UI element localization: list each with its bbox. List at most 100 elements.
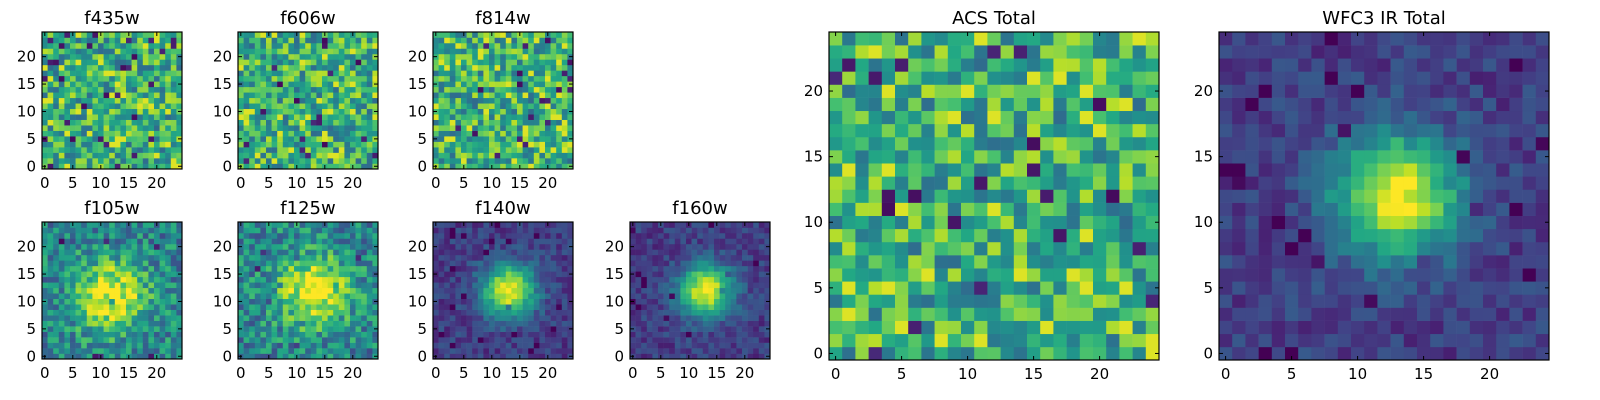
heatmap-cell bbox=[316, 97, 323, 104]
heatmap-cell bbox=[126, 103, 132, 110]
heatmap-cell bbox=[355, 287, 362, 294]
heatmap-cell bbox=[366, 265, 373, 272]
heatmap-cell bbox=[974, 189, 988, 203]
heatmap-cell bbox=[98, 282, 104, 289]
heatmap-cell bbox=[277, 227, 284, 234]
heatmap-cell bbox=[444, 103, 451, 110]
heatmap-cell bbox=[114, 304, 121, 310]
heatmap-cell bbox=[494, 42, 501, 49]
heatmap-cell bbox=[98, 141, 104, 148]
heatmap-cell bbox=[635, 265, 642, 272]
heatmap-cell bbox=[137, 42, 144, 49]
heatmap-cell bbox=[455, 260, 462, 267]
heatmap-cell bbox=[254, 147, 261, 153]
heatmap-cell bbox=[1066, 228, 1081, 243]
heatmap-cell bbox=[260, 70, 267, 77]
heatmap-cell bbox=[243, 271, 250, 278]
heatmap-cell bbox=[730, 260, 737, 267]
heatmap-cell bbox=[630, 293, 636, 300]
heatmap-cell bbox=[630, 315, 636, 321]
heatmap-cell bbox=[934, 268, 949, 282]
heatmap-cell bbox=[489, 152, 495, 159]
heatmap-cell bbox=[449, 227, 456, 234]
heatmap-cell bbox=[310, 108, 317, 115]
heatmap-cell bbox=[165, 158, 172, 164]
heatmap-cell bbox=[974, 150, 988, 164]
heatmap-cell bbox=[444, 227, 451, 234]
heatmap-cell bbox=[310, 348, 317, 354]
heatmap-cell bbox=[260, 114, 267, 120]
heatmap-cell bbox=[142, 163, 149, 170]
heatmap-cell bbox=[1079, 294, 1094, 308]
heatmap-cell bbox=[533, 342, 540, 349]
heatmap-cell bbox=[47, 282, 54, 289]
heatmap-cell bbox=[372, 249, 379, 256]
heatmap-cell bbox=[517, 315, 523, 321]
heatmap-cell bbox=[294, 114, 300, 120]
heatmap-cell bbox=[316, 315, 323, 321]
heatmap-cell bbox=[288, 243, 295, 250]
heatmap-cell bbox=[758, 227, 765, 234]
heatmap-cell bbox=[855, 346, 869, 361]
heatmap-cell bbox=[126, 37, 132, 44]
heatmap-cell bbox=[1106, 163, 1120, 177]
heatmap-cell bbox=[277, 32, 284, 38]
heatmap-cell bbox=[1066, 281, 1081, 295]
heatmap-cell bbox=[254, 141, 261, 148]
heatmap-cell bbox=[282, 260, 289, 267]
heatmap-cell bbox=[567, 227, 574, 234]
heatmap-cell bbox=[120, 125, 127, 131]
heatmap-cell bbox=[148, 125, 155, 131]
heatmap-cell bbox=[98, 86, 104, 93]
heatmap-cell bbox=[908, 202, 922, 216]
heatmap-cell bbox=[517, 326, 523, 332]
heatmap-cell bbox=[327, 320, 334, 327]
heatmap-cell bbox=[444, 238, 451, 245]
heatmap-cell bbox=[881, 333, 896, 348]
heatmap-cell bbox=[842, 268, 856, 282]
heatmap-cell bbox=[449, 64, 456, 71]
heatmap-cell bbox=[137, 353, 144, 360]
heatmap-cell bbox=[455, 293, 462, 300]
heatmap-cell bbox=[277, 271, 284, 278]
heatmap-cell bbox=[47, 108, 54, 115]
heatmap-cell bbox=[159, 353, 166, 360]
heatmap-cell bbox=[522, 32, 529, 38]
heatmap-cell bbox=[511, 158, 518, 164]
heatmap-cell bbox=[691, 326, 698, 332]
heatmap-cell bbox=[567, 103, 574, 110]
heatmap-cell bbox=[539, 254, 546, 261]
heatmap-cell bbox=[961, 202, 975, 216]
heatmap-cell bbox=[114, 260, 121, 267]
heatmap-cell bbox=[81, 152, 88, 159]
heatmap-cell bbox=[361, 119, 368, 126]
heatmap-cell bbox=[75, 70, 82, 77]
y-tick-label: 0 bbox=[222, 347, 232, 365]
heatmap-cell bbox=[170, 331, 177, 338]
heatmap-cell bbox=[288, 227, 295, 234]
heatmap-cell bbox=[652, 326, 659, 332]
heatmap-cell bbox=[438, 320, 445, 327]
heatmap-cell bbox=[355, 81, 362, 88]
heatmap-cell bbox=[70, 320, 76, 327]
heatmap-cell bbox=[249, 108, 256, 115]
heatmap-cell bbox=[137, 232, 144, 239]
heatmap-cell bbox=[254, 108, 261, 115]
heatmap-cell bbox=[747, 287, 754, 294]
heatmap-cell bbox=[1106, 176, 1120, 190]
heatmap-cell bbox=[249, 53, 256, 60]
heatmap-cell bbox=[299, 37, 306, 44]
heatmap-cell bbox=[103, 265, 110, 272]
heatmap-cell bbox=[142, 53, 149, 60]
heatmap-cell bbox=[294, 320, 300, 327]
heatmap-cell bbox=[165, 97, 172, 104]
heatmap-cell bbox=[472, 86, 479, 93]
panel-title: f606w bbox=[280, 8, 335, 29]
heatmap-cell bbox=[294, 53, 300, 60]
heatmap-cell bbox=[489, 158, 495, 164]
heatmap-cell bbox=[528, 309, 535, 316]
y-tick-label: 5 bbox=[417, 320, 427, 338]
heatmap-cell bbox=[338, 75, 345, 82]
heatmap-cell bbox=[131, 293, 138, 300]
heatmap-cell bbox=[86, 86, 93, 93]
